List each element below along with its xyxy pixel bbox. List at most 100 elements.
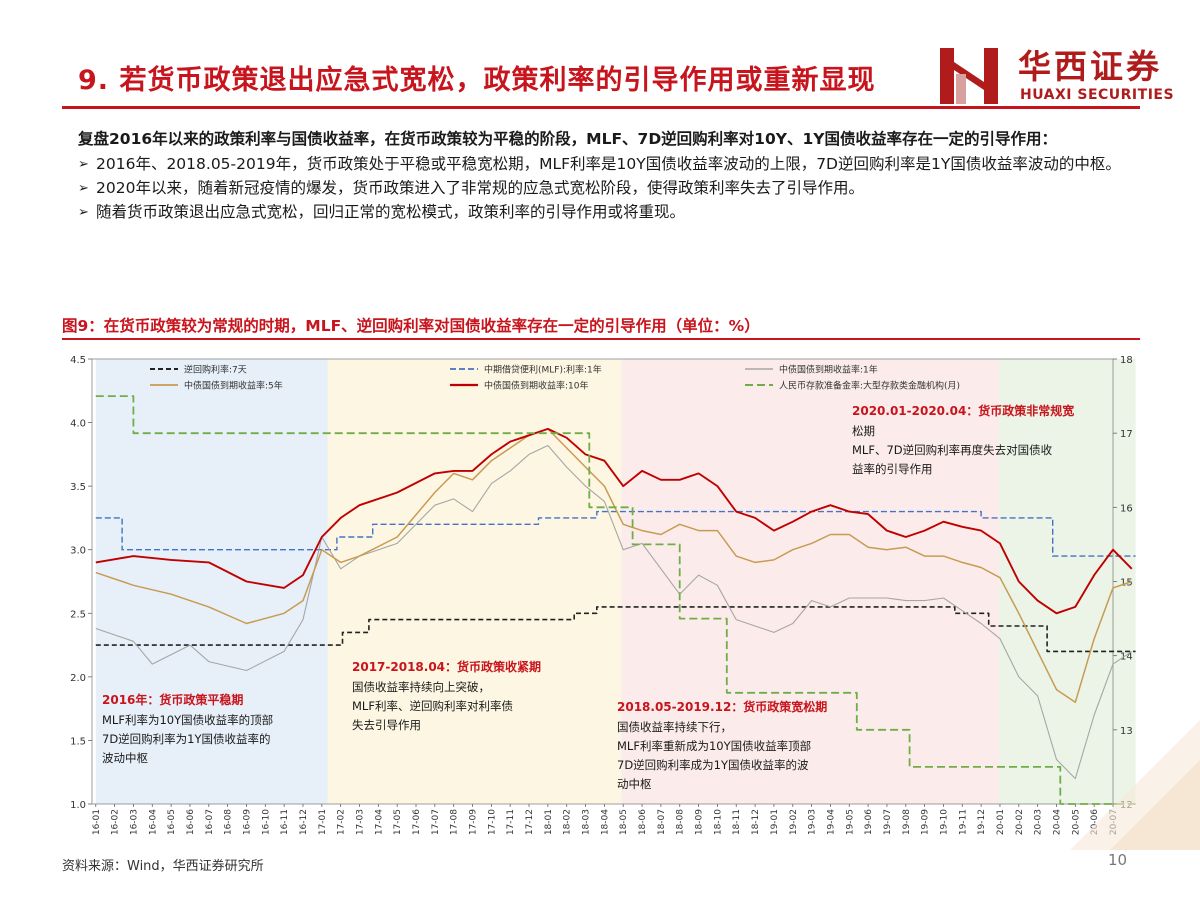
x-tick-label: 17-08 <box>450 809 460 835</box>
x-tick-label: 20-02 <box>1015 809 1025 835</box>
x-tick-label: 19-11 <box>958 809 968 835</box>
x-tick-label: 17-10 <box>487 809 497 835</box>
x-tick-label: 18-10 <box>713 809 723 835</box>
annotation-title-4: 2020.01-2020.04：货币政策非常规宽 <box>852 403 1074 418</box>
annotation-title-2: 2017-2018.04：货币政策收紧期 <box>352 659 541 674</box>
y-right-tick-label: 17 <box>1120 429 1133 440</box>
logo-chinese-name: 华西证券 <box>1018 47 1162 86</box>
y-left-tick-label: 2.0 <box>70 673 86 684</box>
x-tick-label: 18-02 <box>563 809 573 835</box>
x-tick-label: 19-07 <box>883 809 893 835</box>
x-tick-label: 16-03 <box>129 809 139 835</box>
x-tick-label: 18-05 <box>619 809 629 835</box>
page-number: 10 <box>1108 851 1128 869</box>
series-line-gov5y <box>95 428 1133 704</box>
annotation-line-1: 7D逆回购利率为1Y国债收益率的 <box>102 732 271 746</box>
x-tick-label: 16-04 <box>148 809 158 835</box>
x-tick-label: 20-03 <box>1034 809 1044 835</box>
x-tick-label: 16-12 <box>299 809 309 835</box>
x-tick-label: 18-01 <box>544 809 554 835</box>
x-tick-label: 19-01 <box>770 809 780 835</box>
period-region-2 <box>327 359 622 804</box>
annotation-line-4: MLF、7D逆回购利率再度失去对国债收 <box>852 443 1053 457</box>
company-logo: 华西证券 HUAXI SECURITIES <box>938 40 1188 110</box>
x-tick-label: 16-08 <box>224 809 234 835</box>
x-tick-label: 19-08 <box>902 809 912 835</box>
x-tick-label: 16-05 <box>167 809 177 835</box>
x-tick-label: 19-10 <box>939 809 949 835</box>
y-right-tick-label: 13 <box>1120 726 1133 737</box>
huaxi-logo-icon <box>940 48 998 104</box>
x-tick-label: 16-09 <box>242 809 252 835</box>
annotation-line-4: 松期 <box>852 424 875 438</box>
x-tick-label: 18-06 <box>638 809 648 835</box>
legend-label-repo: 逆回购利率:7天 <box>184 364 247 376</box>
x-tick-label: 18-07 <box>657 809 667 835</box>
x-tick-label: 16-01 <box>92 809 102 835</box>
x-tick-label: 17-02 <box>337 809 347 835</box>
bullet-text-1: 2016年、2018.05-2019年，货币政策处于平稳或平稳宽松期，MLF利率… <box>96 155 1121 173</box>
x-tick-label: 16-07 <box>205 809 215 835</box>
x-tick-label: 17-12 <box>525 809 535 835</box>
y-left-tick-label: 4.5 <box>70 355 86 366</box>
x-tick-label: 17-11 <box>506 809 516 835</box>
x-tick-label: 17-06 <box>412 809 422 835</box>
annotation-line-3: MLF利率重新成为10Y国债收益率顶部 <box>617 739 811 753</box>
x-tick-label: 20-05 <box>1071 809 1081 835</box>
x-tick-label: 17-07 <box>431 809 441 835</box>
annotation-title-1: 2016年：货币政策平稳期 <box>102 692 243 707</box>
intro-paragraph: 复盘2016年以来的政策利率与国债收益率，在货币政策较为平稳的阶段，MLF、7D… <box>78 130 1057 148</box>
x-tick-label: 16-06 <box>186 809 196 835</box>
x-tick-label: 17-05 <box>393 809 403 835</box>
annotation-line-2: 国债收益率持续向上突破， <box>352 680 490 694</box>
x-tick-label: 16-11 <box>280 809 290 835</box>
legend-label-gov10y: 中债国债到期收益率:10年 <box>484 380 589 392</box>
x-tick-label: 18-11 <box>732 809 742 835</box>
x-tick-label: 16-02 <box>111 809 121 835</box>
annotation-line-3: 动中枢 <box>617 777 652 791</box>
y-left-tick-label: 1.0 <box>70 800 86 811</box>
x-tick-label: 20-01 <box>996 809 1006 835</box>
x-tick-label: 19-12 <box>977 809 987 835</box>
x-tick-label: 19-04 <box>826 809 836 835</box>
series-line-rrr <box>95 395 1136 805</box>
annotation-line-1: 波动中枢 <box>102 751 148 765</box>
y-right-tick-label: 14 <box>1120 652 1133 663</box>
series-line-mlf <box>95 510 1136 557</box>
x-tick-label: 18-12 <box>751 809 761 835</box>
x-tick-label: 19-06 <box>864 809 874 835</box>
logo-english-name: HUAXI SECURITIES <box>1020 87 1175 103</box>
corner-decoration <box>1070 720 1200 850</box>
annotation-line-1: MLF利率为10Y国债收益率的顶部 <box>102 713 273 727</box>
y-left-tick-label: 1.5 <box>70 736 86 747</box>
y-left-tick-label: 4.0 <box>70 419 86 430</box>
x-tick-label: 17-01 <box>318 809 328 835</box>
x-tick-label: 20-04 <box>1052 809 1062 835</box>
annotation-title-3: 2018.05-2019.12：货币政策宽松期 <box>617 699 827 714</box>
x-tick-label: 19-03 <box>808 809 818 835</box>
legend-label-gov1y: 中债国债到期收益率:1年 <box>779 364 878 376</box>
bullet-item-1: ➢ 2016年、2018.05-2019年，货币政策处于平稳或平稳宽松期，MLF利… <box>78 153 1148 176</box>
x-tick-label: 18-08 <box>676 809 686 835</box>
bullet-item-2: ➢ 2020年以来，随着新冠疫情的爆发，货币政策进入了非常规的应急式宽松阶段，使得… <box>78 177 1148 200</box>
series-line-gov10y <box>95 427 1133 615</box>
title-divider <box>62 106 1140 109</box>
page-title: 9. 若货币政策退出应急式宽松，政策利率的引导作用或重新显现 <box>78 65 876 96</box>
x-tick-label: 20-06 <box>1090 809 1100 835</box>
x-tick-label: 19-09 <box>921 809 931 835</box>
legend-label-mlf: 中期借贷便利(MLF):利率:1年 <box>484 364 602 376</box>
annotation-line-4: 益率的引导作用 <box>852 462 933 476</box>
x-tick-label: 18-09 <box>695 809 705 835</box>
x-tick-label: 18-03 <box>582 809 592 835</box>
x-tick-label: 17-03 <box>355 809 365 835</box>
bullet-text-2: 2020年以来，随着新冠疫情的爆发，货币政策进入了非常规的应急式宽松阶段，使得政… <box>96 179 864 197</box>
annotation-line-3: 7D逆回购利率成为1Y国债收益率的波 <box>617 758 809 772</box>
bullet-arrow-icon: ➢ <box>78 205 89 220</box>
y-right-tick-label: 18 <box>1120 355 1133 366</box>
annotation-line-2: 失去引导作用 <box>352 718 421 732</box>
period-region-3 <box>621 359 1000 804</box>
body-text: 复盘2016年以来的政策利率与国债收益率，在货币政策较为平稳的阶段，MLF、7D… <box>78 128 1148 224</box>
bullet-text-3: 随着货币政策退出应急式宽松，回归正常的宽松模式，政策利率的引导作用或将重现。 <box>96 203 686 221</box>
y-left-tick-label: 3.0 <box>70 546 86 557</box>
x-tick-label: 19-05 <box>845 809 855 835</box>
